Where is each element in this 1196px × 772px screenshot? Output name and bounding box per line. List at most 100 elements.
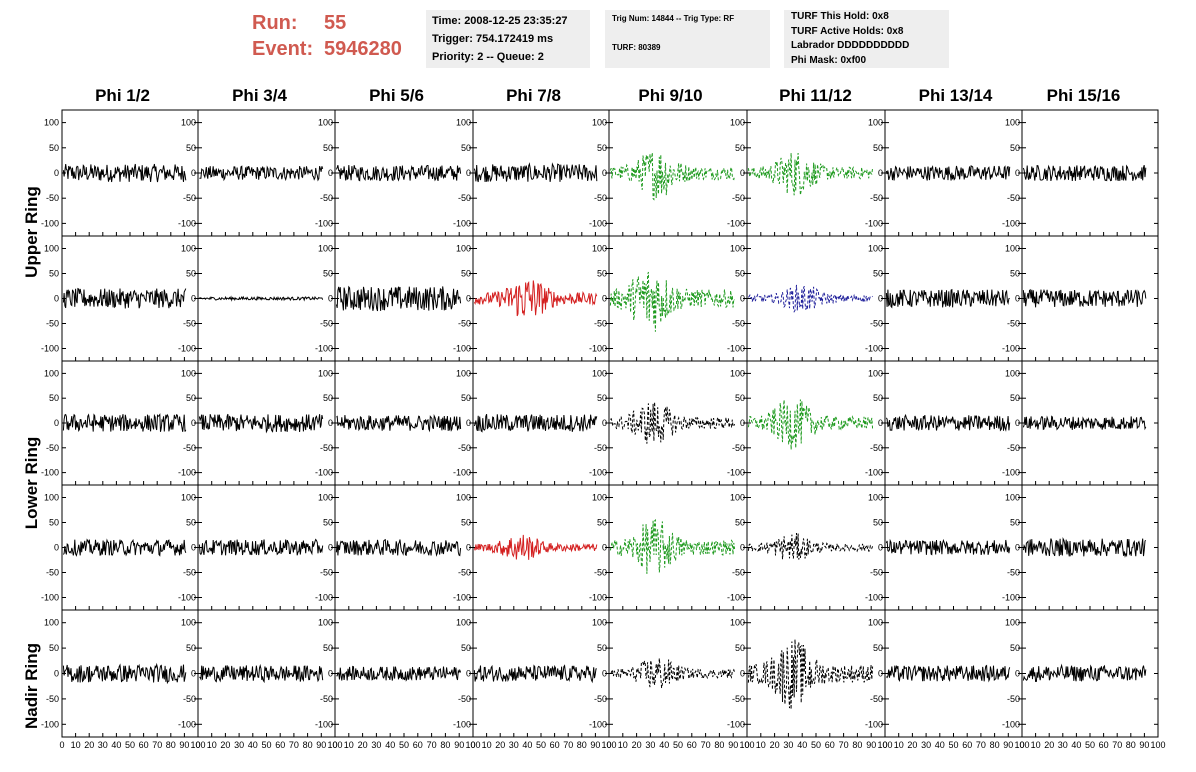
y-tick-label: 0 (191, 418, 196, 428)
x-tick-label: 30 (371, 740, 381, 750)
y-tick-label: 100 (456, 368, 471, 378)
y-tick-label: 100 (44, 368, 59, 378)
x-tick-label: 70 (976, 740, 986, 750)
x-tick-label: 80 (714, 740, 724, 750)
y-tick-label: 50 (597, 143, 607, 153)
y-tick-label: -50 (46, 568, 59, 578)
y-tick-label: -50 (1007, 193, 1020, 203)
y-tick-label: 100 (730, 618, 745, 628)
x-tick-label: 0 (1019, 740, 1024, 750)
waveform-trace (199, 663, 324, 684)
y-tick-label: 50 (597, 643, 607, 653)
x-tick-label: 30 (645, 740, 655, 750)
y-tick-label: 0 (602, 294, 607, 304)
x-tick-label: 70 (701, 740, 711, 750)
y-tick-label: 100 (44, 618, 59, 628)
y-tick-label: -50 (183, 319, 196, 329)
turf-line: TURF: 80389 (612, 43, 661, 52)
x-tick-label: 10 (1031, 740, 1041, 750)
y-tick-label: 50 (873, 518, 883, 528)
y-tick-label: -100 (727, 593, 745, 603)
y-tick-label: 0 (602, 669, 607, 679)
x-tick-label: 100 (739, 740, 754, 750)
x-tick-label: 90 (316, 740, 326, 750)
y-tick-label: 50 (323, 518, 333, 528)
y-tick-label: -50 (46, 443, 59, 453)
x-tick-label: 50 (1085, 740, 1095, 750)
y-tick-label: 100 (44, 493, 59, 503)
x-tick-label: 10 (71, 740, 81, 750)
event-label: Event: (252, 38, 314, 60)
y-tick-label: -100 (865, 468, 883, 478)
y-tick-label: 0 (740, 294, 745, 304)
x-tick-label: 30 (509, 740, 519, 750)
turf-active-line: TURF Active Holds: 0x8 (791, 25, 904, 37)
y-tick-label: -100 (453, 719, 471, 729)
x-tick-label: 20 (84, 740, 94, 750)
waveform-trace (62, 163, 187, 183)
y-tick-label: -50 (732, 568, 745, 578)
x-tick-label: 40 (111, 740, 121, 750)
x-tick-label: 70 (427, 740, 437, 750)
panel-frame (746, 609, 886, 738)
y-tick-label: 50 (461, 518, 471, 528)
y-tick-label: -100 (1002, 468, 1020, 478)
turf-hold-line: TURF This Hold: 0x8 (791, 11, 889, 22)
y-tick-label: 50 (323, 143, 333, 153)
y-tick-label: 0 (1015, 669, 1020, 679)
y-tick-label: 0 (1015, 168, 1020, 178)
column-header-phi-7-8: Phi 7/8 (506, 86, 561, 105)
y-tick-label: -100 (589, 344, 607, 354)
x-tick-label: 90 (728, 740, 738, 750)
y-tick-label: 0 (1015, 418, 1020, 428)
y-tick-label: -100 (178, 719, 196, 729)
y-tick-label: -50 (1007, 319, 1020, 329)
waveform-trace (336, 414, 462, 433)
x-tick-label: 0 (59, 740, 64, 750)
y-tick-label: -50 (732, 694, 745, 704)
column-header-phi-5-6: Phi 5/6 (369, 86, 424, 105)
panel-frame (334, 235, 474, 362)
waveform-trace (1022, 164, 1147, 182)
time-line: Time: 2008-12-25 23:35:27 (432, 15, 568, 27)
y-tick-label: 0 (328, 543, 333, 553)
turf-info-panel: TURF This Hold: 0x8 TURF Active Holds: 0… (784, 10, 949, 68)
waveform-trace (473, 664, 597, 684)
y-tick-label: -100 (865, 593, 883, 603)
x-tick-label: 30 (783, 740, 793, 750)
y-tick-label: 0 (466, 294, 471, 304)
y-tick-label: 100 (456, 118, 471, 128)
x-tick-label: 60 (825, 740, 835, 750)
x-tick-label: 40 (248, 740, 258, 750)
y-tick-label: 100 (730, 368, 745, 378)
y-tick-label: 50 (597, 393, 607, 403)
trig-info-panel: Trig Num: 14844 -- Trig Type: RF TURF: 8… (605, 10, 770, 68)
y-tick-label: -100 (589, 593, 607, 603)
y-tick-label: 0 (878, 418, 883, 428)
x-tick-label: 40 (935, 740, 945, 750)
x-tick-label: 10 (482, 740, 492, 750)
x-tick-label: 50 (125, 740, 135, 750)
x-tick-label: 30 (921, 740, 931, 750)
y-tick-label: -50 (594, 694, 607, 704)
y-tick-label: 0 (740, 168, 745, 178)
column-header-phi-13-14: Phi 13/14 (918, 86, 993, 105)
y-tick-label: 50 (186, 393, 196, 403)
y-tick-label: 100 (730, 244, 745, 254)
y-tick-label: 50 (873, 269, 883, 279)
waveform-trace (609, 271, 735, 332)
y-tick-label: -50 (594, 568, 607, 578)
waveform-trace (336, 665, 462, 682)
y-tick-label: 50 (735, 269, 745, 279)
phi-mask-line: Phi Mask: 0xf00 (791, 54, 867, 66)
y-tick-label: 0 (740, 543, 745, 553)
panel-frame (608, 360, 748, 486)
y-tick-label: -50 (458, 193, 471, 203)
y-tick-label: 0 (878, 294, 883, 304)
x-tick-label: 40 (1071, 740, 1081, 750)
labrador-line: Labrador DDDDDDDDDD (791, 40, 910, 51)
x-tick-label: 70 (152, 740, 162, 750)
y-tick-label: -100 (589, 719, 607, 729)
y-tick-label: -50 (320, 319, 333, 329)
y-tick-label: 100 (730, 118, 745, 128)
